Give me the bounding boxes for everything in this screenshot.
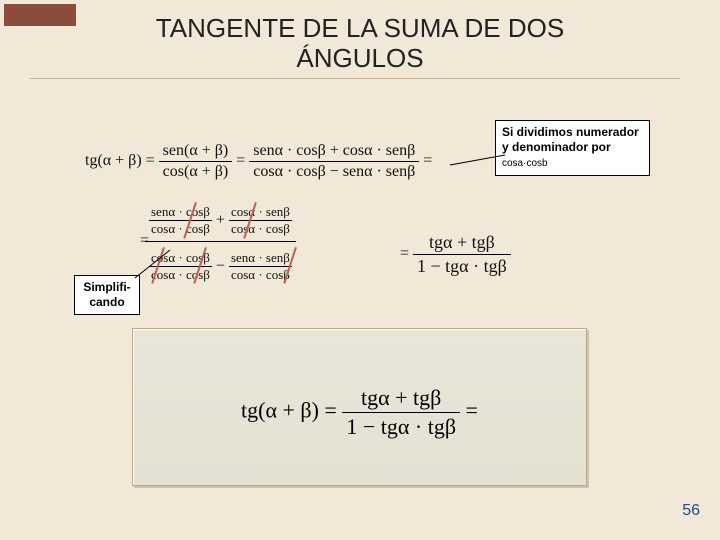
eq2-d: senα · senβ cosα · cosβ	[229, 250, 292, 283]
eq2-rhs-num: tgα + tgβ	[413, 232, 511, 255]
eq2-minus: −	[216, 258, 225, 275]
eq1-frac1-num: sen(α + β)	[159, 142, 233, 162]
result-den: 1 − tgα · tgβ	[342, 413, 460, 440]
eq2-numerator-row: senα · cosβ cosα · cosβ + cosα · senβ co…	[145, 204, 296, 242]
eq2-b-num: cosα · senβ	[229, 204, 292, 221]
equation-row-1: tg(α + β) = sen(α + β) cos(α + β) = senα…	[85, 142, 432, 181]
eq2-rhs-frac: tgα + tgβ 1 − tgα · tgβ	[413, 232, 511, 277]
eq2-d-den: cosα · cosβ	[229, 267, 292, 283]
eq2-d-num: senα · senβ	[229, 250, 292, 267]
eq2-b-den: cosα · cosβ	[229, 221, 292, 237]
eq2-rhs-eq: =	[400, 245, 409, 262]
callout-simplify: Simplifi- cando	[74, 275, 140, 315]
callout1-line1: Si dividimos numerador	[502, 125, 639, 139]
eq2-plus: +	[216, 212, 225, 229]
result-lhs: tg(α + β) =	[241, 398, 337, 423]
eq1-frac2: senα · cosβ + cosα · senβ cosα · cosβ − …	[249, 142, 419, 181]
title-line1: TANGENTE DE LA SUMA DE DOS	[156, 13, 564, 43]
eq1-mid: =	[236, 152, 245, 169]
callout-divide: Si dividimos numerador y denominador por…	[495, 120, 650, 176]
title-line2: ÁNGULOS	[296, 43, 423, 73]
eq1-tail: =	[423, 152, 432, 169]
eq1-frac2-num: senα · cosβ + cosα · senβ	[249, 142, 419, 162]
callout1-line2: y denominador por	[502, 140, 611, 154]
eq2-rhs: = tgα + tgβ 1 − tgα · tgβ	[400, 232, 511, 277]
eq1-frac1: sen(α + β) cos(α + β)	[159, 142, 233, 181]
result-num: tgα + tgβ	[342, 385, 460, 413]
result-equation: tg(α + β) = tgα + tgβ 1 − tgα · tgβ =	[133, 385, 586, 440]
eq1-lhs: tg(α + β) =	[85, 152, 155, 169]
eq2-a-num: senα · cosβ	[149, 204, 212, 221]
slide-title: TANGENTE DE LA SUMA DE DOS ÁNGULOS	[0, 14, 720, 74]
eq1-frac1-den: cos(α + β)	[159, 162, 233, 181]
eq2-b: cosα · senβ cosα · cosβ	[229, 204, 292, 237]
eq2-a: senα · cosβ cosα · cosβ	[149, 204, 212, 237]
callout2-line1: Simplifi-	[83, 280, 130, 294]
eq2-a-den: cosα · cosβ	[149, 221, 212, 237]
callout2-pointer-icon	[135, 250, 175, 280]
page-number: 56	[682, 502, 700, 520]
callout1-pointer-icon	[450, 155, 510, 175]
result-frac: tgα + tgβ 1 − tgα · tgβ	[342, 385, 460, 440]
callout2-line2: cando	[89, 295, 124, 309]
title-underline	[30, 78, 680, 79]
result-tail: =	[466, 398, 478, 423]
result-box: tg(α + β) = tgα + tgβ 1 − tgα · tgβ =	[132, 328, 587, 486]
eq1-frac2-den: cosα · cosβ − senα · senβ	[249, 162, 419, 181]
eq2-rhs-den: 1 − tgα · tgβ	[413, 255, 511, 277]
